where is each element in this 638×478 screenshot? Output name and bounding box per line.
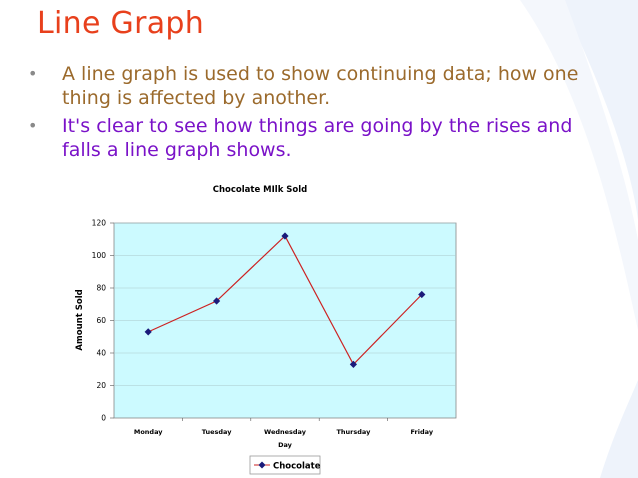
bullet-item: • A line graph is used to show continuin…	[26, 62, 616, 110]
data-point-marker	[213, 297, 221, 305]
bullet-text: It's clear to see how things are going b…	[62, 115, 573, 161]
y-tick-label: 20	[96, 381, 106, 390]
bullet-text: A line graph is used to show continuing …	[62, 63, 579, 109]
y-tick-label: 80	[96, 284, 106, 293]
y-tick-label: 0	[101, 414, 106, 423]
x-tick-label: Friday	[411, 428, 434, 436]
data-point-marker	[281, 232, 289, 240]
bullet-dot-icon: •	[28, 64, 38, 83]
chart-title: Chocolate MIlk Sold	[213, 185, 308, 195]
grid-lines	[114, 222, 456, 386]
y-tick-label: 40	[96, 349, 106, 358]
legend-box	[249, 455, 321, 475]
legend: Chocolate	[249, 455, 321, 475]
y-tick-label: 100	[92, 251, 107, 260]
x-axis-label: Day	[278, 441, 293, 449]
y-tick-label: 120	[92, 219, 107, 228]
bullet-list: • A line graph is used to show continuin…	[26, 62, 616, 166]
data-point-marker	[144, 328, 152, 336]
y-axis-label: Amount Sold	[75, 289, 85, 350]
x-tick-label: Tuesday	[202, 428, 232, 436]
x-tick-label: Thursday	[336, 428, 371, 436]
data-point-marker	[349, 360, 357, 368]
bullet-dot-icon: •	[28, 116, 38, 135]
line-chart: Chocolate MIlk Sold 0 20 40 60 80 100 120 Mond…	[75, 185, 457, 475]
x-tick-label: Monday	[134, 428, 163, 436]
y-tick-label: 60	[96, 316, 106, 325]
series-chocolate	[144, 232, 426, 368]
x-axis-ticks: Monday Tuesday Wednesday Thursday Friday	[134, 418, 434, 436]
y-axis-ticks: 0 20 40 60 80 100 120	[92, 219, 114, 423]
x-tick-label: Wednesday	[264, 428, 307, 436]
data-point-marker	[418, 290, 426, 299]
bullet-item: • It's clear to see how things are going…	[26, 114, 616, 162]
slide-title: Line Graph	[37, 6, 205, 41]
legend-marker-icon	[258, 461, 266, 469]
legend-label: Chocolate	[273, 462, 321, 472]
